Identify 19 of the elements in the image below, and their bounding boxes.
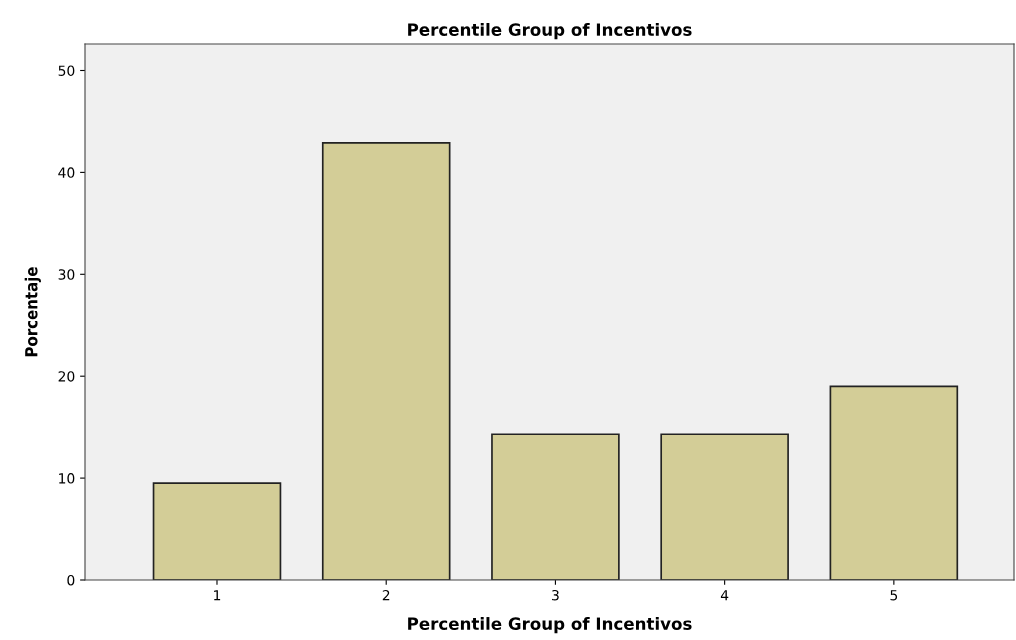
bar — [491, 433, 620, 580]
x-tick-label: 2 — [382, 589, 390, 601]
y-axis-title: Porcentaje — [24, 267, 41, 357]
x-tick-label: 5 — [890, 590, 898, 601]
y-tick-label: 40 — [58, 167, 75, 178]
x-tick-label: 3 — [552, 589, 559, 601]
bar — [321, 142, 451, 580]
x-tick-label: 4 — [720, 590, 729, 601]
y-tick-label: 50 — [58, 65, 75, 76]
y-tick-label: 30 — [58, 269, 75, 280]
y-tick-label: 0 — [67, 574, 75, 586]
bar — [660, 433, 789, 580]
y-tick-label: 20 — [58, 371, 75, 382]
bar — [152, 482, 282, 580]
y-tick-label: 10 — [59, 473, 75, 484]
x-tick-label: 1 — [214, 590, 221, 601]
bar — [829, 385, 959, 580]
x-axis-title: Percentile Group of Incentivos — [408, 617, 692, 634]
chart-title: Percentile Group of Incentivos — [408, 23, 692, 40]
